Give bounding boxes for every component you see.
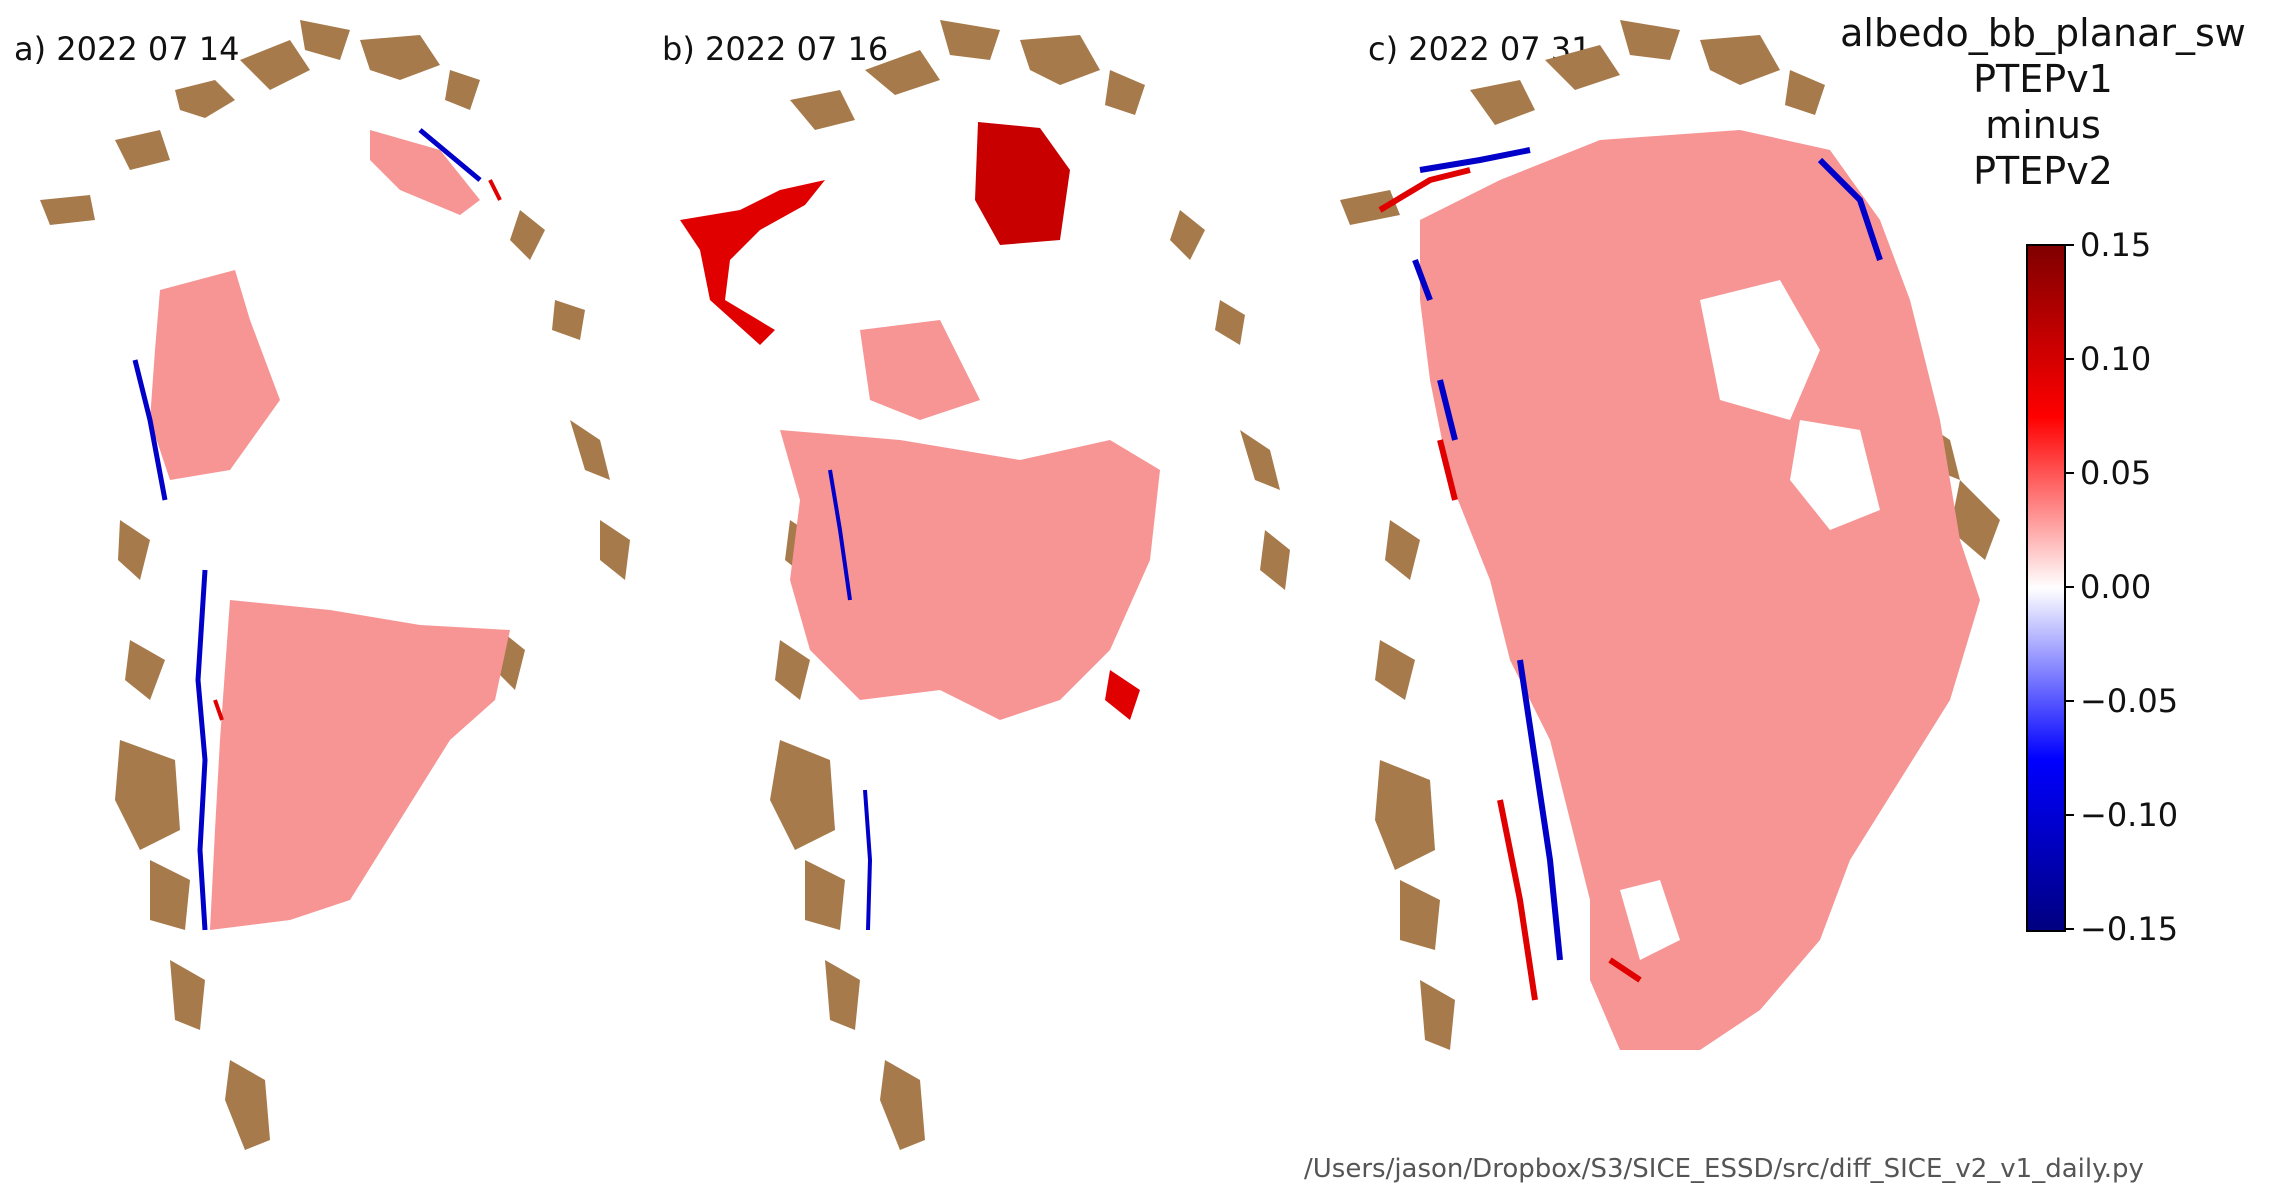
colorbar-tick (2064, 472, 2074, 474)
colorbar-tick-label: −0.10 (2080, 796, 2179, 834)
land-mask (770, 20, 1290, 1150)
colorbar-tick-label: 0.05 (2080, 454, 2152, 492)
panel-label-b: b) 2022 07 16 (662, 30, 889, 68)
colorbar-tick (2064, 244, 2074, 246)
title-line-version-1: PTEPv1 (1973, 57, 2113, 101)
greenland-map-b (680, 20, 1290, 1150)
colorbar-tick (2064, 586, 2074, 588)
negative-difference-edges (1412, 147, 1883, 961)
panel-label-a: a) 2022 07 14 (14, 30, 240, 68)
script-path-footer: /Users/jason/Dropbox/S3/SICE_ESSD/src/di… (1304, 1154, 2144, 1184)
negative-difference-edges (132, 128, 482, 931)
positive-difference-areas (1420, 130, 1980, 1050)
strong-positive-edges (213, 179, 502, 721)
colorbar-tick-label: 0.10 (2080, 340, 2152, 378)
colorbar-tick (2064, 358, 2074, 360)
colorbar-gradient (2026, 244, 2066, 932)
colorbar-tick-label: −0.05 (2080, 682, 2179, 720)
positive-difference-areas (780, 320, 1160, 720)
land-mask (40, 20, 630, 1150)
colorbar-tick-label: −0.15 (2080, 910, 2179, 948)
colorbar-tick (2064, 700, 2074, 702)
colorbar-tick (2064, 814, 2074, 816)
chart-title: albedo_bb_planar_sw PTEPv1 minus PTEPv2 (1823, 10, 2263, 194)
colorbar-tick (2064, 928, 2074, 930)
title-line-version-2: PTEPv2 (1973, 149, 2113, 193)
title-line-variable: albedo_bb_planar_sw (1840, 11, 2246, 55)
negative-difference-edges (828, 469, 873, 931)
positive-difference-areas (150, 130, 510, 930)
colorbar-tick-label: 0.00 (2080, 568, 2152, 606)
greenland-map-c (1340, 20, 2000, 1050)
colorbar-tick-label: 0.15 (2080, 226, 2152, 264)
title-line-operator: minus (1985, 103, 2101, 147)
no-data-holes (1620, 280, 1880, 960)
strong-positive-edges (1378, 167, 1642, 1001)
greenland-map-a (40, 20, 630, 1150)
strong-positive-areas (680, 122, 1140, 720)
